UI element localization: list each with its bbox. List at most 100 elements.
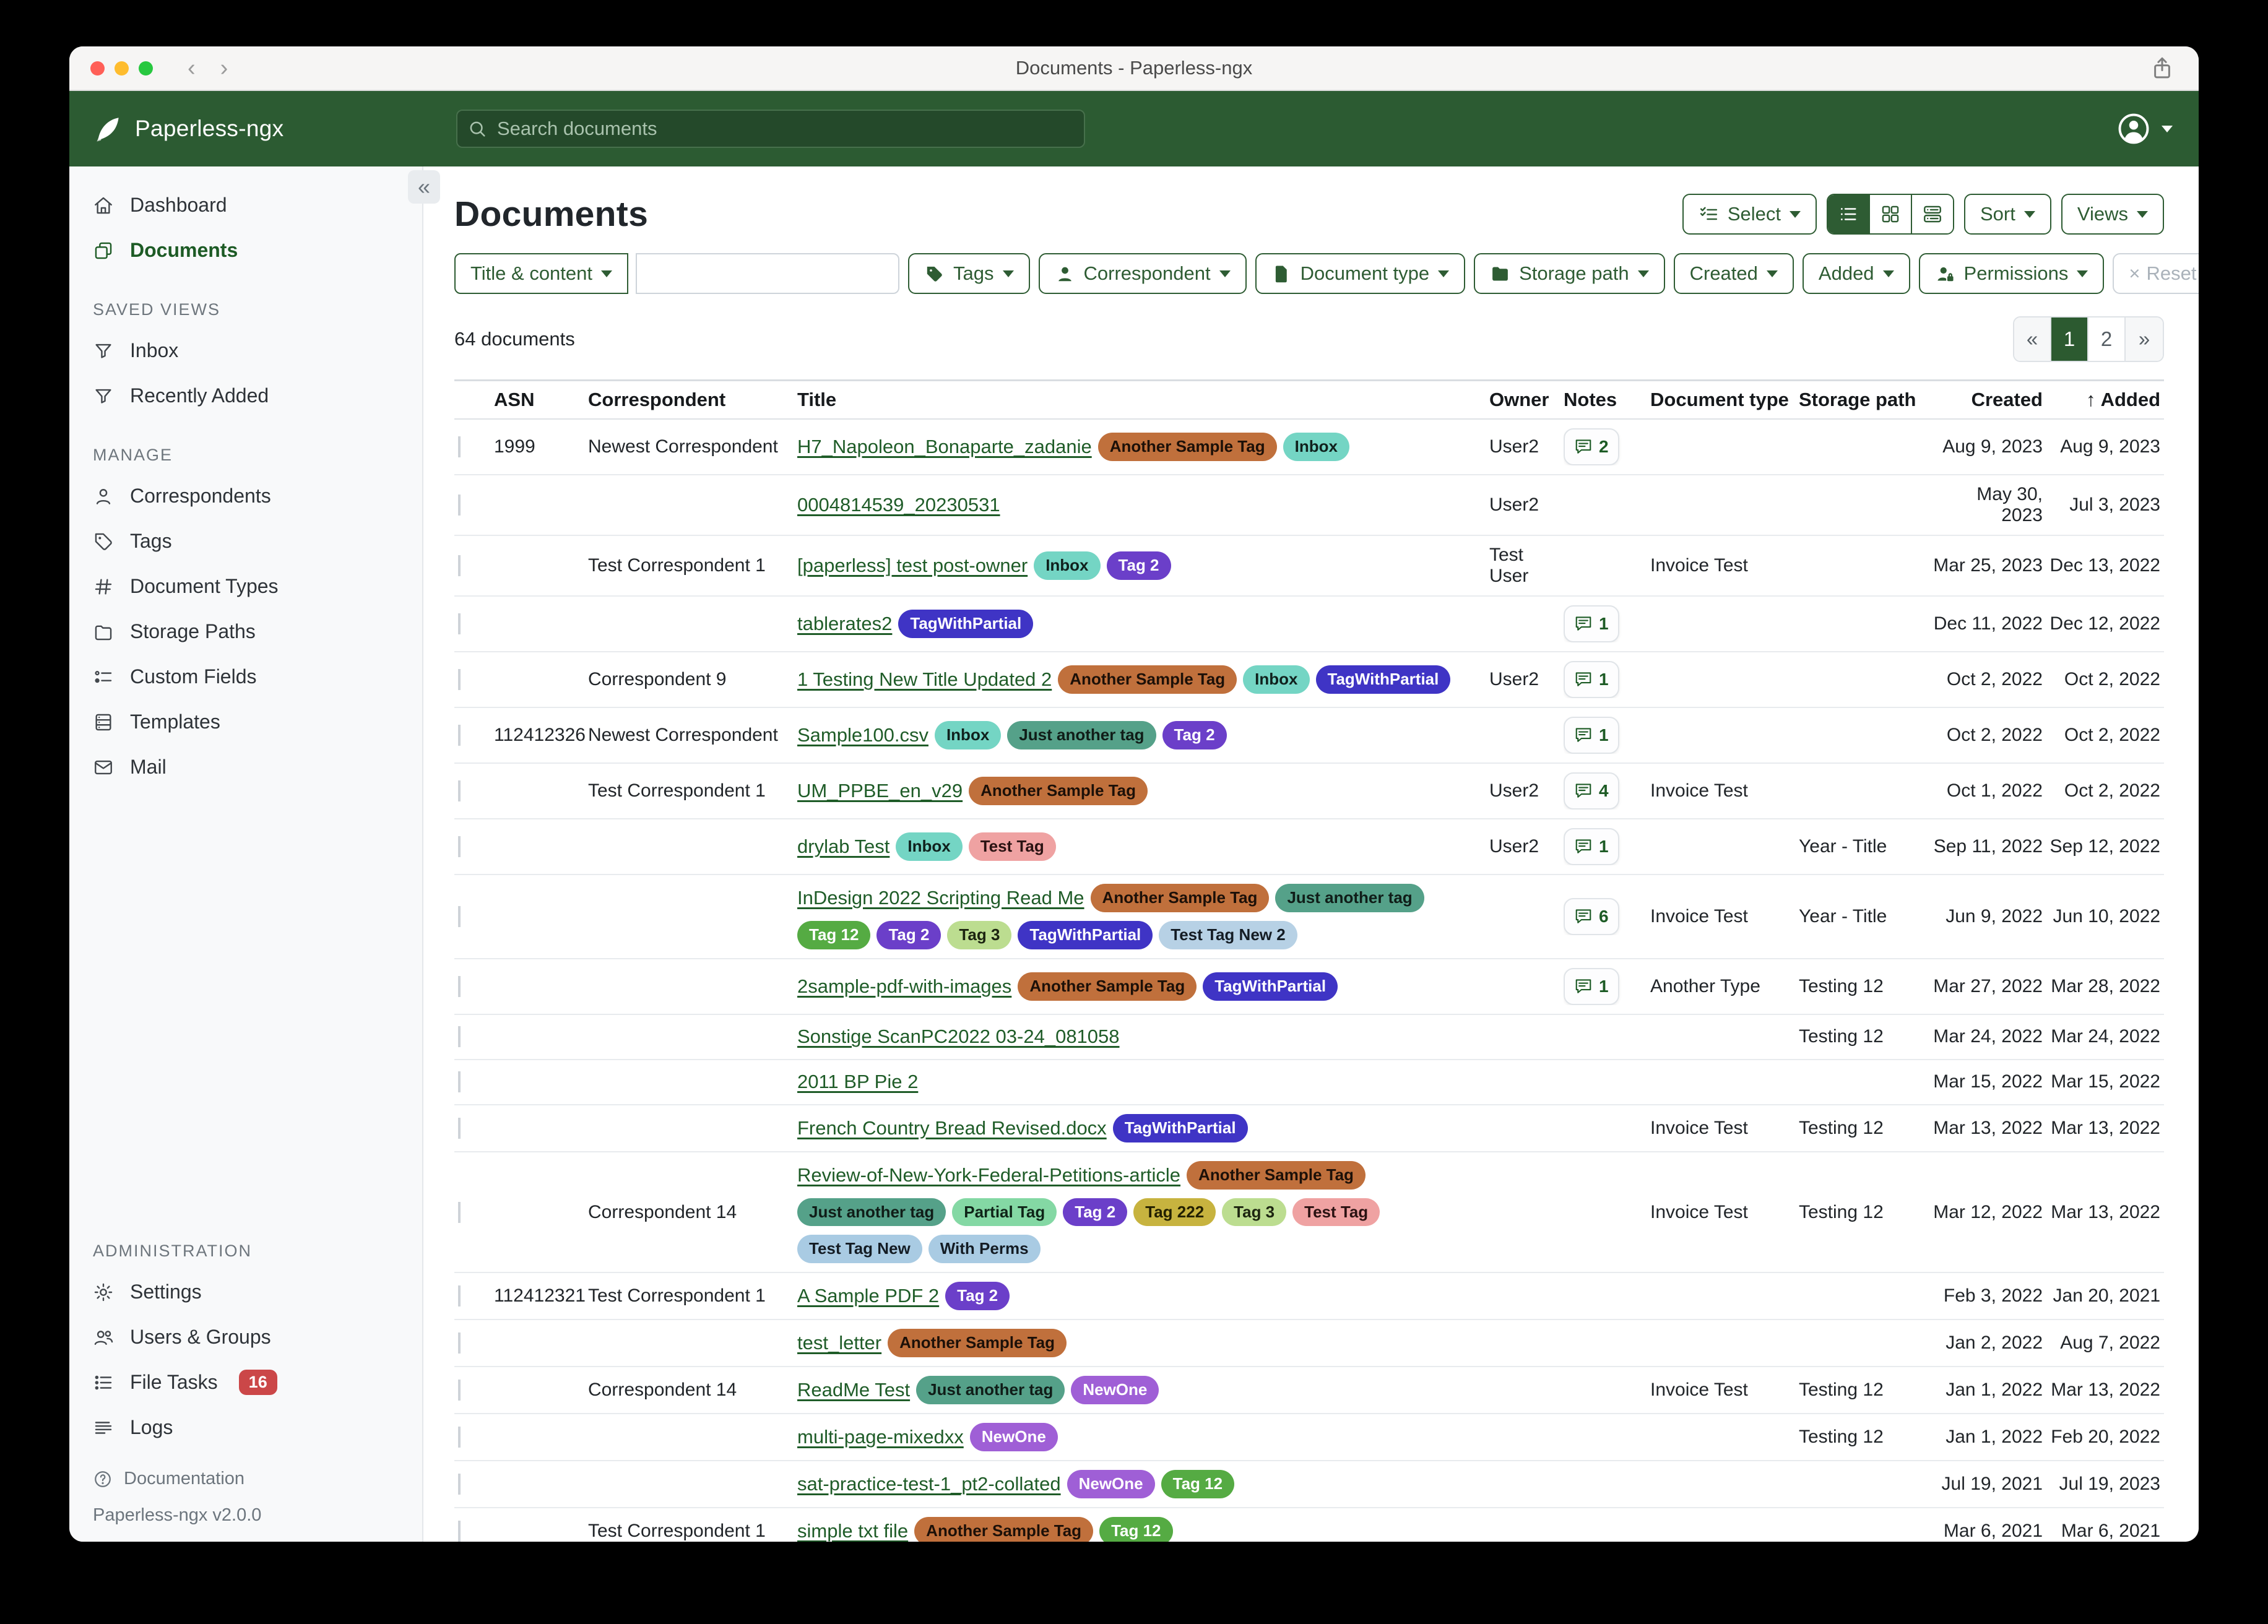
sidebar-item-storage-paths[interactable]: Storage Paths	[69, 609, 422, 654]
column-header-created[interactable]: Created	[1932, 389, 2046, 411]
tag-pill[interactable]: Tag 3	[1222, 1198, 1287, 1227]
sidebar-item-templates[interactable]: Templates	[69, 699, 422, 745]
document-title-link[interactable]: multi-page-mixedxx	[797, 1425, 964, 1448]
pagination-next-button[interactable]: »	[2126, 317, 2163, 361]
tag-pill[interactable]: Just another tag	[1275, 884, 1424, 912]
tag-pill[interactable]: Tag 2	[876, 920, 941, 949]
document-title-link[interactable]: A Sample PDF 2	[797, 1285, 940, 1307]
tag-pill[interactable]: Test Tag New	[797, 1235, 922, 1264]
tag-pill[interactable]: NewOne	[969, 1423, 1058, 1451]
forward-button[interactable]: ›	[220, 55, 228, 81]
row-checkbox[interactable]	[458, 436, 461, 457]
tag-pill[interactable]: Another Sample Tag	[969, 777, 1148, 805]
row-checkbox[interactable]	[458, 1201, 461, 1223]
document-title-link[interactable]: 2sample-pdf-with-images	[797, 975, 1012, 997]
document-title-link[interactable]: test_letter	[797, 1332, 882, 1354]
document-title-link[interactable]: InDesign 2022 Scripting Read Me	[797, 886, 1084, 909]
sidebar-item-logs[interactable]: Logs	[69, 1405, 422, 1450]
document-title-link[interactable]: ReadMe Test	[797, 1379, 911, 1401]
tag-pill[interactable]: Test Tag New 2	[1159, 920, 1297, 949]
document-title-link[interactable]: H7_Napoleon_Bonaparte_zadanie	[797, 435, 1092, 457]
document-title-link[interactable]: Sample100.csv	[797, 723, 928, 746]
tag-pill[interactable]: NewOne	[1071, 1376, 1159, 1405]
filter-storage-path-button[interactable]: Storage path	[1474, 253, 1665, 294]
filter-tags-button[interactable]: Tags	[908, 253, 1030, 294]
column-header-owner[interactable]: Owner	[1489, 389, 1564, 411]
minimize-button[interactable]	[115, 61, 129, 76]
sidebar-item-dashboard[interactable]: Dashboard	[69, 183, 422, 228]
row-checkbox[interactable]	[458, 669, 461, 690]
tag-pill[interactable]: Just another tag	[1007, 721, 1156, 749]
filter-added-button[interactable]: Added	[1802, 253, 1910, 294]
filter-created-button[interactable]: Created	[1673, 253, 1794, 294]
view-mode-details[interactable]	[1912, 195, 1953, 233]
notes-badge[interactable]: 1	[1564, 605, 1619, 642]
tag-pill[interactable]: Just another tag	[916, 1376, 1065, 1405]
document-title-link[interactable]: 1 Testing New Title Updated 2	[797, 668, 1052, 690]
filter-correspondent-button[interactable]: Correspondent	[1038, 253, 1247, 294]
row-checkbox[interactable]	[458, 613, 461, 634]
tag-pill[interactable]: TagWithPartial	[1112, 1113, 1248, 1142]
tag-pill[interactable]: Another Sample Tag	[1018, 972, 1197, 1001]
brand[interactable]: Paperless-ngx	[69, 114, 431, 144]
tag-pill[interactable]: Tag 2	[945, 1282, 1010, 1311]
filter-permissions-button[interactable]: Permissions	[1918, 253, 2105, 294]
filter-document-type-button[interactable]: Document type	[1255, 253, 1466, 294]
tag-pill[interactable]: Test Tag	[1292, 1198, 1380, 1227]
tag-pill[interactable]: Another Sample Tag	[888, 1329, 1067, 1358]
document-title-link[interactable]: sat-practice-test-1_pt2-collated	[797, 1472, 1061, 1495]
tag-pill[interactable]: Inbox	[1034, 551, 1101, 580]
sidebar-item-settings[interactable]: Settings	[69, 1269, 422, 1315]
tag-pill[interactable]: Tag 2	[1106, 551, 1171, 580]
sort-button[interactable]: Sort	[1964, 194, 2051, 235]
documentation-link[interactable]: Documentation	[93, 1469, 399, 1489]
notes-badge[interactable]: 2	[1564, 428, 1619, 465]
sidebar-item-documents[interactable]: Documents	[69, 228, 422, 273]
row-checkbox[interactable]	[458, 836, 461, 857]
notes-badge[interactable]: 4	[1564, 772, 1619, 810]
maximize-button[interactable]	[139, 61, 153, 76]
column-header-correspondent[interactable]: Correspondent	[588, 389, 797, 411]
document-title-link[interactable]: simple txt file	[797, 1519, 909, 1542]
reset-filters-button[interactable]: × Reset filters	[2113, 253, 2199, 294]
tag-pill[interactable]: Tag 222	[1133, 1198, 1216, 1227]
pagination-page-1[interactable]: 1	[2051, 317, 2088, 361]
tag-pill[interactable]: Tag 3	[947, 920, 1012, 949]
row-checkbox[interactable]	[458, 975, 461, 997]
tag-pill[interactable]: TagWithPartial	[1315, 665, 1451, 694]
row-checkbox[interactable]	[458, 1380, 461, 1401]
tag-pill[interactable]: Tag 12	[1161, 1469, 1235, 1498]
column-header-storage-path[interactable]: Storage path	[1799, 389, 1932, 411]
document-title-link[interactable]: Sonstige ScanPC2022 03-24_081058	[797, 1026, 1120, 1048]
tag-pill[interactable]: TagWithPartial	[1018, 920, 1153, 949]
row-checkbox[interactable]	[458, 1520, 461, 1542]
close-button[interactable]	[90, 61, 105, 76]
tag-pill[interactable]: Tag 2	[1162, 721, 1227, 749]
row-checkbox[interactable]	[458, 1117, 461, 1139]
tag-pill[interactable]: Tag 2	[1063, 1198, 1128, 1227]
row-checkbox[interactable]	[458, 555, 461, 576]
notes-badge[interactable]: 1	[1564, 661, 1619, 698]
row-checkbox[interactable]	[458, 1026, 461, 1048]
tag-pill[interactable]: Another Sample Tag	[1097, 433, 1277, 461]
sidebar-item-mail[interactable]: Mail	[69, 745, 422, 790]
tag-pill[interactable]: NewOne	[1067, 1469, 1155, 1498]
notes-badge[interactable]: 1	[1564, 717, 1619, 754]
pagination-prev-button[interactable]: «	[2014, 317, 2051, 361]
column-header-title[interactable]: Title	[797, 389, 1489, 411]
sidebar-item-users-groups[interactable]: Users & Groups	[69, 1315, 422, 1360]
column-header-notes[interactable]: Notes	[1564, 389, 1650, 411]
tag-pill[interactable]: Test Tag	[968, 832, 1056, 861]
column-header-asn[interactable]: ASN	[494, 389, 588, 411]
tag-pill[interactable]: Another Sample Tag	[1187, 1160, 1366, 1190]
column-header-document-type[interactable]: Document type	[1650, 389, 1799, 411]
document-title-link[interactable]: drylab Test	[797, 835, 890, 857]
views-button[interactable]: Views	[2061, 194, 2164, 235]
row-checkbox[interactable]	[458, 1071, 461, 1093]
tag-pill[interactable]: With Perms	[928, 1235, 1041, 1264]
row-checkbox[interactable]	[458, 1332, 461, 1354]
user-menu[interactable]	[2116, 111, 2199, 147]
row-checkbox[interactable]	[458, 1426, 461, 1448]
view-mode-grid[interactable]	[1870, 195, 1912, 233]
row-checkbox[interactable]	[458, 905, 461, 927]
